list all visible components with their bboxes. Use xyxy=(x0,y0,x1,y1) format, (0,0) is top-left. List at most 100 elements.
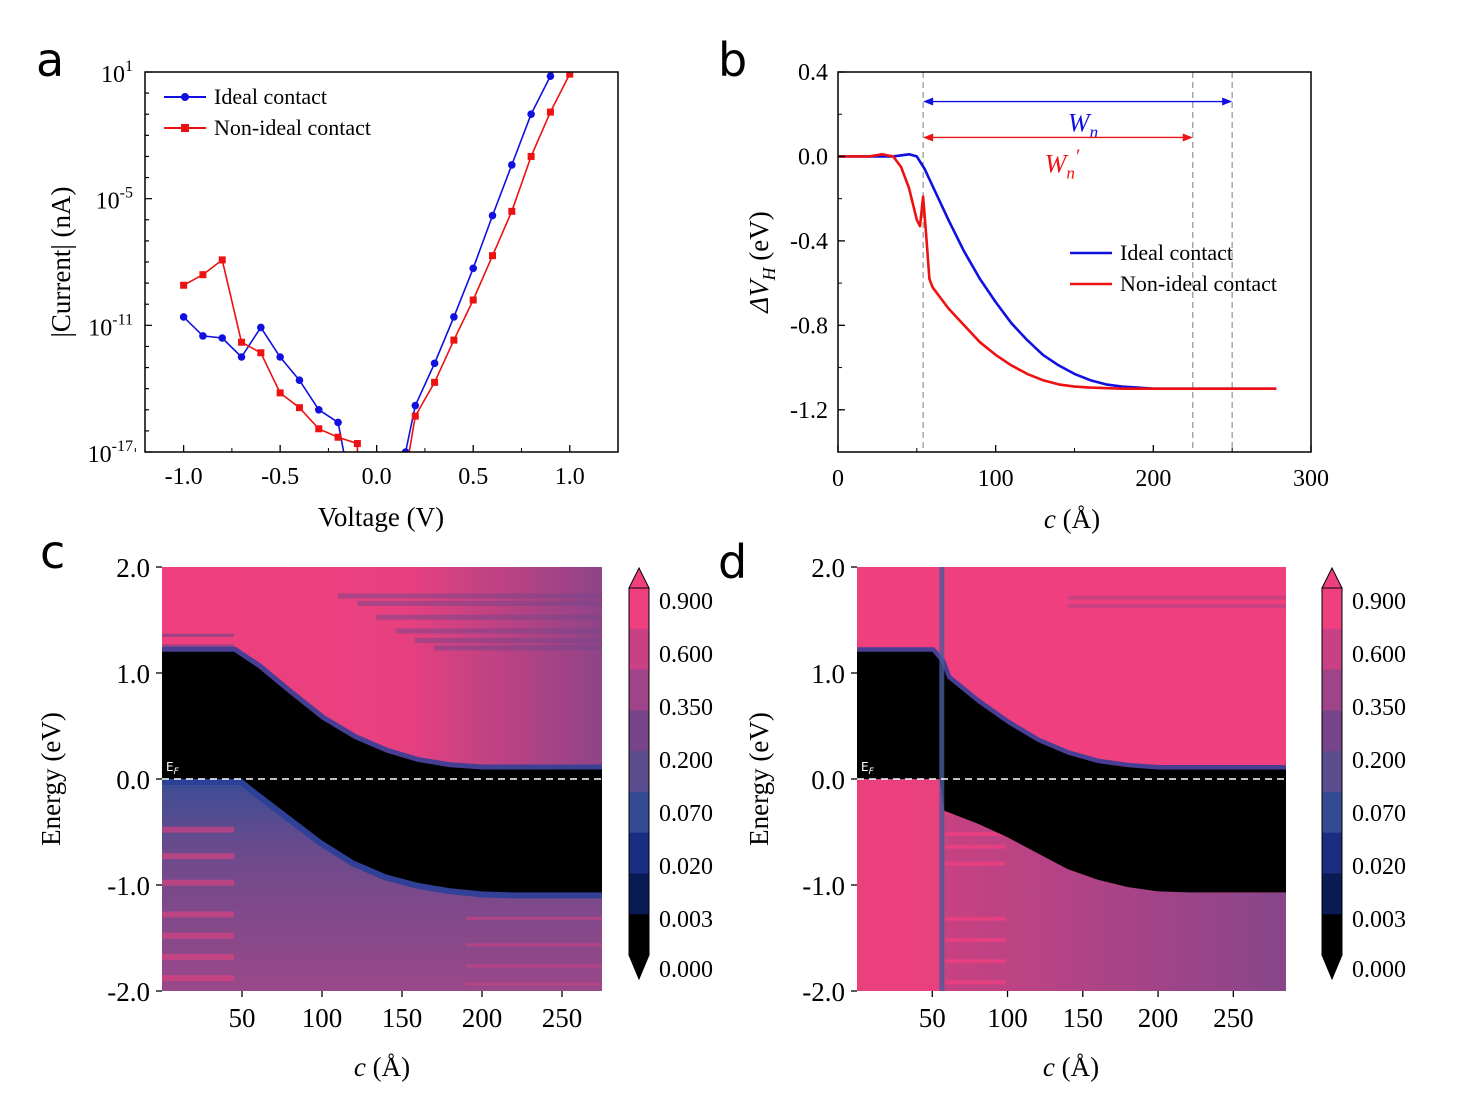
heatmap-c-streaks xyxy=(162,593,602,651)
colorbar-tick-label: 0.350 xyxy=(1352,695,1406,721)
colorbar-tick-label: 0.020 xyxy=(1352,854,1406,880)
chart-b-series xyxy=(838,153,1277,391)
chart-a-xlabel: Voltage (V) xyxy=(318,502,444,532)
chart-b-legend: Ideal contact Non-ideal contact xyxy=(1070,240,1277,296)
y-tick-label: 0.0 xyxy=(116,765,150,795)
valence-streak xyxy=(466,982,602,986)
chart-a-legend: Ideal contact Non-ideal contact xyxy=(164,84,371,140)
data-point-1 xyxy=(450,336,458,344)
colorbar-bottom-arrow xyxy=(628,954,650,981)
valence-streak xyxy=(162,853,234,860)
chart-c-axes: 50 100 150 200 250 2.0 1.0 0.0 -1.0 -2.0 xyxy=(107,553,582,1033)
x-tick-label: 150 xyxy=(382,1003,423,1033)
chart-b-axes: 0 100 200 300 0.4 0.0 -0.4 -0.8 -1.2 xyxy=(790,60,1329,492)
valence-streak xyxy=(945,916,1006,921)
y-tick-label: 10-11 xyxy=(88,311,133,341)
data-point-1 xyxy=(199,271,207,279)
legend-marker-nonideal xyxy=(181,124,189,132)
valence-streak xyxy=(945,959,1006,964)
y-tick-label: 10-17 xyxy=(88,438,133,468)
colorbar-tick-label: 0.200 xyxy=(659,748,713,774)
heatmap-d-top-streaks xyxy=(1067,595,1286,609)
colorbar-tick-label: 0.000 xyxy=(659,957,713,983)
x-tick-label: 0.5 xyxy=(458,464,488,490)
heatmap-c-valence-streaks xyxy=(162,826,602,986)
band-streak xyxy=(434,645,602,651)
colorbar-tick-label: 0.900 xyxy=(659,589,713,615)
valence-streak xyxy=(162,879,234,886)
colorbar-tick-label: 0.600 xyxy=(1352,642,1406,668)
data-point-0 xyxy=(450,313,458,321)
data-point-0 xyxy=(411,401,420,410)
arrow-head-right-1 xyxy=(1182,133,1193,142)
x-tick-label: 50 xyxy=(919,1003,946,1033)
heatmap-d-band-gap xyxy=(857,651,1286,893)
colorbar-segment xyxy=(1322,791,1342,834)
x-tick-label: -1.0 xyxy=(165,464,203,490)
colorbar-tick-label: 0.070 xyxy=(1352,801,1406,827)
y-tick-label: 0.4 xyxy=(798,60,828,86)
colorbar-segment xyxy=(1322,832,1342,875)
legend-label-nonideal: Non-ideal contact xyxy=(214,115,371,140)
data-point-0 xyxy=(295,376,304,385)
chart-a: -1.0 -0.5 0.0 0.5 1.0 10-17 10-11 10-5 101 Ideal… xyxy=(46,58,619,532)
valence-streak xyxy=(162,826,234,833)
x-tick-label: 150 xyxy=(1063,1003,1104,1033)
x-tick-label: 200 xyxy=(1135,466,1171,492)
colorbar-tick-label: 0.003 xyxy=(1352,907,1406,933)
colorbar-segment xyxy=(1322,669,1342,711)
data-point-0 xyxy=(276,353,284,361)
data-point-1 xyxy=(180,281,188,289)
band-streak xyxy=(376,614,602,620)
series-line-1 xyxy=(183,73,571,452)
data-point-1 xyxy=(218,256,226,264)
panel-letter-c: c xyxy=(40,525,65,579)
colorbar-tick-label: 0.600 xyxy=(659,642,713,668)
colorbar-frame xyxy=(1321,587,1343,956)
colorbar-segment xyxy=(1322,873,1342,915)
x-tick-label: 50 xyxy=(229,1003,256,1033)
colorbar-segment xyxy=(629,710,649,752)
heatmap-d-metal-region xyxy=(857,567,942,652)
colorbar-tick-label: 0.000 xyxy=(1352,957,1406,983)
colorbar-tick-label: 0.350 xyxy=(659,695,713,721)
data-point-1 xyxy=(508,207,516,215)
data-point-1 xyxy=(411,412,419,420)
chart-d-axes: 50 100 150 200 250 2.0 1.0 0.0 -1.0 -2.0 xyxy=(802,553,1253,1033)
colorbar-segment xyxy=(1322,710,1342,752)
data-point-0 xyxy=(546,72,555,81)
data-point-0 xyxy=(179,313,188,321)
colorbar-segment xyxy=(629,832,649,875)
data-point-0 xyxy=(430,359,439,368)
data-point-0 xyxy=(488,211,497,220)
colorbar-segment xyxy=(1322,914,1342,956)
x-tick-label: 250 xyxy=(542,1003,583,1033)
heatmap-d-fermi-label: EF xyxy=(861,760,875,777)
data-point-0 xyxy=(218,334,227,342)
valence-streak xyxy=(466,964,602,968)
valence-streak xyxy=(162,932,234,939)
chart-a-ylabel: |Current| (nA) xyxy=(46,186,76,337)
band-streak xyxy=(414,638,602,644)
data-point-1 xyxy=(257,349,265,357)
heatmap-c-fermi-label: EF xyxy=(166,760,180,777)
legend-label-nonideal-b: Non-ideal contact xyxy=(1120,271,1277,296)
arrow-head-left-1 xyxy=(923,133,934,142)
chart-b-ylabel: ΔVH (eV) xyxy=(744,211,779,314)
x-tick-label: 300 xyxy=(1293,466,1329,492)
colorbar-segment xyxy=(629,873,649,915)
colorbar-tick-label: 0.200 xyxy=(1352,748,1406,774)
band-streak xyxy=(338,593,602,599)
y-tick-label: -1.0 xyxy=(107,871,150,901)
data-point-0 xyxy=(334,418,342,427)
y-tick-label: 1.0 xyxy=(116,659,150,689)
x-tick-label: 250 xyxy=(1213,1003,1254,1033)
data-point-1 xyxy=(238,338,246,346)
arrow-head-left-0 xyxy=(923,97,934,106)
colorbar-top-arrow xyxy=(628,566,650,589)
chart-b-xlabel: c (Å) xyxy=(1044,504,1100,534)
valence-streak xyxy=(162,953,234,960)
chart-d-colorbar: 0.900 0.600 0.350 0.200 0.070 0.020 0.003 0.000 xyxy=(1321,566,1406,983)
data-point-1 xyxy=(295,404,303,412)
width-label-0: Wn xyxy=(1068,109,1098,142)
